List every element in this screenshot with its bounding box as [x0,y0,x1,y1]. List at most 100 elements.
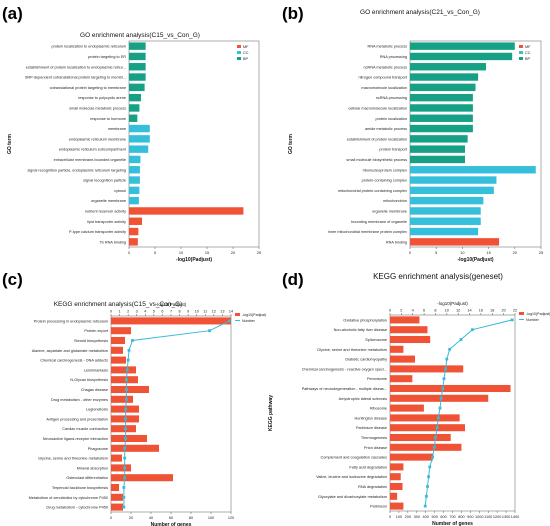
x-axis-label-a: -log10(Padjust) [176,257,212,263]
category-label-b-18: inner mitochondrial membrane protein com… [328,230,407,234]
bar-b-11 [410,155,466,164]
padjust-point-c-16 [123,476,127,480]
bar-c-7 [111,385,149,394]
top-tick-label-c-4: 4 [144,310,146,314]
bar-c-13 [111,444,159,452]
category-label-c-6: N-Glycan biosynthesis [70,378,108,382]
category-label-b-8: amide metabolic process [365,127,407,131]
chart-title-a: GO enrichment analysis(C15_vs_Con_G) [80,32,200,39]
category-label-a-16: nutrient reservoir activity [85,209,126,213]
bar-b-10 [410,145,466,153]
legend-label-d-1: Number [526,318,540,322]
category-label-b-3: nitrogen compound transport [358,76,407,80]
panel-letter-d: (d) [282,270,304,289]
bar-b-5 [410,93,473,102]
padjust-point-c-3 [127,348,131,352]
bar-c-11 [111,425,136,433]
category-label-b-11: small molecule biosynthetic process [346,158,407,162]
x-tick-label-b-1: 5 [435,251,437,255]
x-tick-label-a-5: 25 [257,251,261,255]
y-axis-label-a: GO term [7,133,13,154]
category-label-c-9: Legionellosis [86,408,108,412]
category-label-a-15: organelle membrane [91,199,126,203]
x-tick-label-d-10: 1000 [475,515,483,519]
bar-b-2 [410,63,486,71]
bar-b-8 [410,124,473,133]
bar-a-6 [129,104,140,112]
category-label-a-7: response to hormone [90,117,126,121]
x-tick-label-b-4: 20 [513,251,517,255]
bar-a-0 [129,42,146,50]
bar-c-5 [111,366,136,374]
bar-c-6 [111,376,138,384]
padjust-point-d-2 [459,338,463,341]
category-label-c-7: Chagas disease [81,388,108,392]
category-label-a-5: response to polycyclic arene [78,96,126,100]
category-label-a-19: 7S RNA binding [99,240,126,244]
bar-b-14 [410,186,494,195]
category-label-d-3: Glycine, serine and threonine metabolism [317,348,387,352]
top-tick-label-d-7: 14 [467,309,471,313]
top-tick-label-d-1: 2 [400,309,402,313]
top-tick-label-c-6: 6 [161,310,163,314]
legend-label-c-1: Number [242,319,256,323]
bar-d-18 [390,492,398,500]
x-tick-label-d-3: 300 [414,515,420,519]
bar-d-3 [390,345,404,353]
top-tick-label-d-0: 0 [389,309,391,313]
category-label-c-19: Drug metabolism - cytochrome P450 [46,506,108,510]
x-tick-label-d-5: 500 [431,515,437,519]
category-label-c-11: Cardiac muscle contraction [62,427,108,431]
category-label-b-12: ribonucleoprotein complex [363,168,407,172]
bar-a-3 [129,73,146,81]
bar-d-9 [390,404,424,412]
bar-d-15 [390,463,404,471]
bar-d-19 [390,502,404,510]
bar-d-13 [390,443,462,451]
category-label-c-0: Protein processing in endoplasmic reticu… [34,319,108,323]
top-tick-label-c-11: 11 [203,310,207,314]
top-tick-label-c-13: 13 [220,310,224,314]
bar-c-18 [111,493,123,501]
top-tick-label-c-0: 0 [110,310,112,314]
category-label-c-18: Metabolism of xenobiotics by cytochrome … [29,496,108,500]
legend-swatch-a-0 [237,45,241,48]
x-tick-label-d-13: 1300 [502,515,510,519]
legend-label-b-1: CC [525,51,531,55]
padjust-point-d-14 [431,455,435,459]
x-tick-label-c-3: 60 [169,516,173,520]
category-label-d-7: Pathways of neurodegeneration - multiple… [302,387,387,391]
padjust-point-c-9 [124,407,127,411]
padjust-point-c-8 [125,397,128,401]
top-tick-label-d-5: 10 [445,309,449,313]
bar-a-17 [129,217,142,225]
top-tick-label-c-2: 2 [127,310,129,314]
padjust-point-c-12 [124,437,127,440]
bar-c-12 [111,434,147,443]
padjust-line-d [424,319,513,507]
padjust-point-d-7 [441,387,445,390]
bar-b-16 [410,207,481,215]
padjust-line-c [123,320,230,508]
x-axis-label-b: -log10(Padjust) [457,257,493,263]
category-label-d-11: Parkinson disease [356,426,387,430]
x-tick-label-c-2: 40 [149,516,153,520]
x-tick-label-b-2: 10 [460,251,464,255]
bar-a-13 [129,176,140,184]
legend-label-b-2: BP [525,57,531,61]
category-label-a-10: endoplasmic reticulum subcompartment [59,148,127,152]
panel-letter-a: (a) [2,4,23,23]
bar-d-11 [390,424,465,432]
x-tick-label-a-2: 10 [179,251,183,255]
x-tick-label-d-7: 700 [449,515,455,519]
x-tick-label-d-6: 600 [440,515,446,519]
category-label-d-17: RNA degradation [358,485,387,489]
padjust-point-c-11 [124,427,127,431]
padjust-point-c-6 [125,378,128,382]
top-tick-label-c-14: 14 [229,310,233,314]
bar-a-8 [129,124,150,133]
bar-c-17 [111,483,119,492]
category-label-c-8: Drug metabolism - other enzymes [51,398,108,402]
x-tick-label-d-1: 100 [396,515,402,519]
category-label-b-10: protein transport [379,148,408,152]
